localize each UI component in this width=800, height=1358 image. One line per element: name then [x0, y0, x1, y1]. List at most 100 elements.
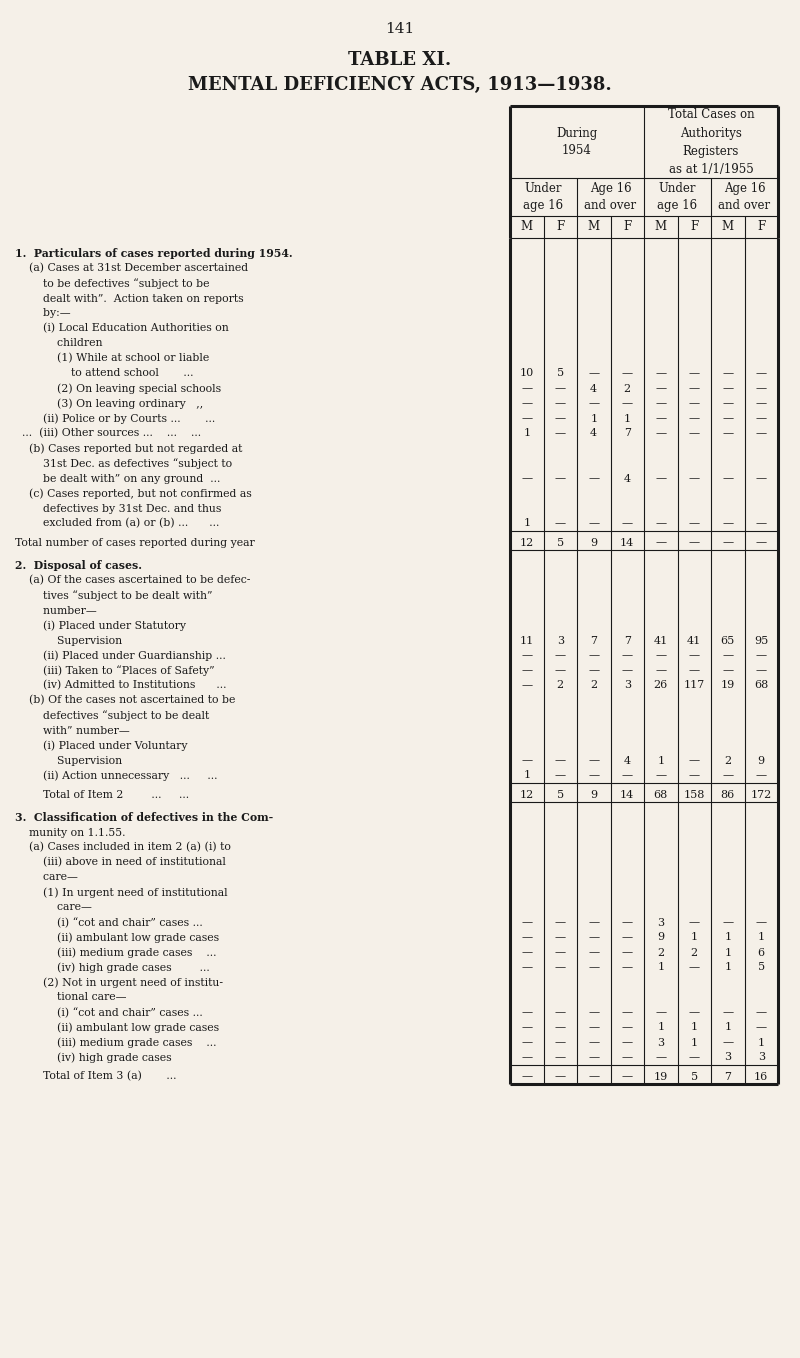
Text: —: —	[521, 948, 532, 957]
Text: —: —	[689, 538, 700, 547]
Text: 3: 3	[758, 1052, 765, 1062]
Text: —: —	[588, 755, 599, 766]
Text: —: —	[622, 770, 633, 781]
Text: 1: 1	[657, 963, 664, 972]
Text: M: M	[521, 220, 533, 234]
Text: —: —	[756, 413, 767, 424]
Text: —: —	[756, 918, 767, 928]
Text: (i) “cot and chair” cases ...: (i) “cot and chair” cases ...	[15, 1008, 202, 1017]
Text: During
1954: During 1954	[556, 126, 598, 158]
Text: —: —	[521, 963, 532, 972]
Text: —: —	[554, 413, 566, 424]
Text: —: —	[722, 665, 734, 675]
Text: 7: 7	[590, 636, 598, 645]
Text: —: —	[689, 519, 700, 528]
Text: 2: 2	[657, 948, 664, 957]
Text: —: —	[756, 665, 767, 675]
Text: F: F	[690, 220, 698, 234]
Text: —: —	[689, 650, 700, 660]
Text: Age 16
and over: Age 16 and over	[585, 182, 637, 212]
Text: (iv) Admitted to Institutions      ...: (iv) Admitted to Institutions ...	[15, 680, 226, 691]
Text: —: —	[756, 398, 767, 409]
Text: —: —	[722, 770, 734, 781]
Text: 68: 68	[754, 680, 768, 690]
Text: —: —	[722, 474, 734, 483]
Text: —: —	[655, 474, 666, 483]
Text: 9: 9	[657, 933, 664, 942]
Text: —: —	[521, 650, 532, 660]
Text: —: —	[722, 1038, 734, 1047]
Text: —: —	[689, 429, 700, 439]
Text: 1: 1	[523, 770, 530, 781]
Text: 5: 5	[758, 963, 765, 972]
Text: —: —	[756, 1023, 767, 1032]
Text: —: —	[655, 519, 666, 528]
Text: —: —	[655, 1008, 666, 1017]
Text: 9: 9	[758, 755, 765, 766]
Text: MENTAL DEFICIENCY ACTS, 1913—1938.: MENTAL DEFICIENCY ACTS, 1913—1938.	[188, 76, 612, 94]
Text: —: —	[588, 1038, 599, 1047]
Text: —: —	[722, 650, 734, 660]
Text: (ii) Police or by Courts ...       ...: (ii) Police or by Courts ... ...	[15, 413, 215, 424]
Text: —: —	[655, 1052, 666, 1062]
Text: —: —	[689, 963, 700, 972]
Text: 41: 41	[687, 636, 702, 645]
Text: 1: 1	[590, 413, 598, 424]
Text: 1.  Particulars of cases reported during 1954.: 1. Particulars of cases reported during …	[15, 249, 293, 259]
Text: —: —	[756, 650, 767, 660]
Text: tives “subject to be dealt with”: tives “subject to be dealt with”	[15, 591, 213, 600]
Text: children: children	[15, 338, 102, 349]
Text: —: —	[689, 1052, 700, 1062]
Text: care—: care—	[15, 903, 92, 913]
Text: 3: 3	[724, 1052, 731, 1062]
Text: —: —	[588, 1008, 599, 1017]
Text: M: M	[722, 220, 734, 234]
Text: (c) Cases reported, but not confirmed as: (c) Cases reported, but not confirmed as	[15, 489, 252, 498]
Text: 65: 65	[721, 636, 735, 645]
Text: 1: 1	[724, 948, 731, 957]
Text: —: —	[521, 680, 532, 690]
Text: —: —	[622, 650, 633, 660]
Text: 1: 1	[724, 963, 731, 972]
Text: —: —	[622, 1052, 633, 1062]
Text: —: —	[655, 650, 666, 660]
Text: —: —	[622, 665, 633, 675]
Text: Supervision: Supervision	[15, 636, 122, 645]
Text: (a) Cases included in item 2 (a) (i) to: (a) Cases included in item 2 (a) (i) to	[15, 842, 231, 853]
Text: 31st Dec. as defectives “subject to: 31st Dec. as defectives “subject to	[15, 458, 232, 469]
Text: F: F	[623, 220, 631, 234]
Text: M: M	[588, 220, 600, 234]
Text: —: —	[689, 383, 700, 394]
Text: —: —	[588, 933, 599, 942]
Text: —: —	[722, 519, 734, 528]
Text: —: —	[554, 918, 566, 928]
Text: —: —	[554, 770, 566, 781]
Text: —: —	[689, 755, 700, 766]
Text: 12: 12	[520, 538, 534, 547]
Text: 86: 86	[721, 789, 735, 800]
Text: —: —	[622, 1008, 633, 1017]
Text: (a) Cases at 31st December ascertained: (a) Cases at 31st December ascertained	[15, 263, 248, 274]
Text: 12: 12	[520, 789, 534, 800]
Text: by:—: by:—	[15, 308, 70, 319]
Text: 16: 16	[754, 1071, 768, 1081]
Text: —: —	[588, 398, 599, 409]
Text: —: —	[756, 538, 767, 547]
Text: 5: 5	[557, 538, 564, 547]
Text: —: —	[554, 1038, 566, 1047]
Text: 9: 9	[590, 538, 598, 547]
Text: —: —	[588, 665, 599, 675]
Text: (b) Cases reported but not regarded at: (b) Cases reported but not regarded at	[15, 443, 242, 454]
Text: 4: 4	[590, 383, 598, 394]
Text: (a) Of the cases ascertained to be defec-: (a) Of the cases ascertained to be defec…	[15, 576, 250, 585]
Text: —: —	[554, 1008, 566, 1017]
Text: —: —	[655, 770, 666, 781]
Text: —: —	[588, 519, 599, 528]
Text: (3) On leaving ordinary   ,,: (3) On leaving ordinary ,,	[15, 398, 203, 409]
Text: 7: 7	[724, 1071, 731, 1081]
Text: —: —	[521, 383, 532, 394]
Text: 3.  Classification of defectives in the Com-: 3. Classification of defectives in the C…	[15, 812, 274, 823]
Text: —: —	[588, 948, 599, 957]
Text: 3: 3	[657, 918, 664, 928]
Text: —: —	[554, 650, 566, 660]
